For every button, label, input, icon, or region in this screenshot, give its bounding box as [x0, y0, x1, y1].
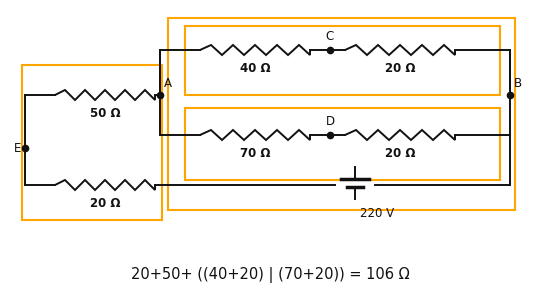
Text: A: A	[164, 77, 172, 90]
Text: 220 V: 220 V	[360, 207, 394, 220]
Text: D: D	[326, 115, 335, 128]
Text: 20 Ω: 20 Ω	[90, 197, 120, 210]
Text: 20 Ω: 20 Ω	[384, 147, 415, 160]
Text: 70 Ω: 70 Ω	[240, 147, 270, 160]
Text: 40 Ω: 40 Ω	[240, 62, 271, 75]
Text: C: C	[326, 30, 334, 43]
Text: 20+50+ ((40+20) | (70+20)) = 106 Ω: 20+50+ ((40+20) | (70+20)) = 106 Ω	[131, 267, 409, 283]
Text: B: B	[514, 77, 522, 90]
Text: E: E	[14, 141, 21, 155]
Text: 50 Ω: 50 Ω	[90, 107, 120, 120]
Text: 20 Ω: 20 Ω	[384, 62, 415, 75]
